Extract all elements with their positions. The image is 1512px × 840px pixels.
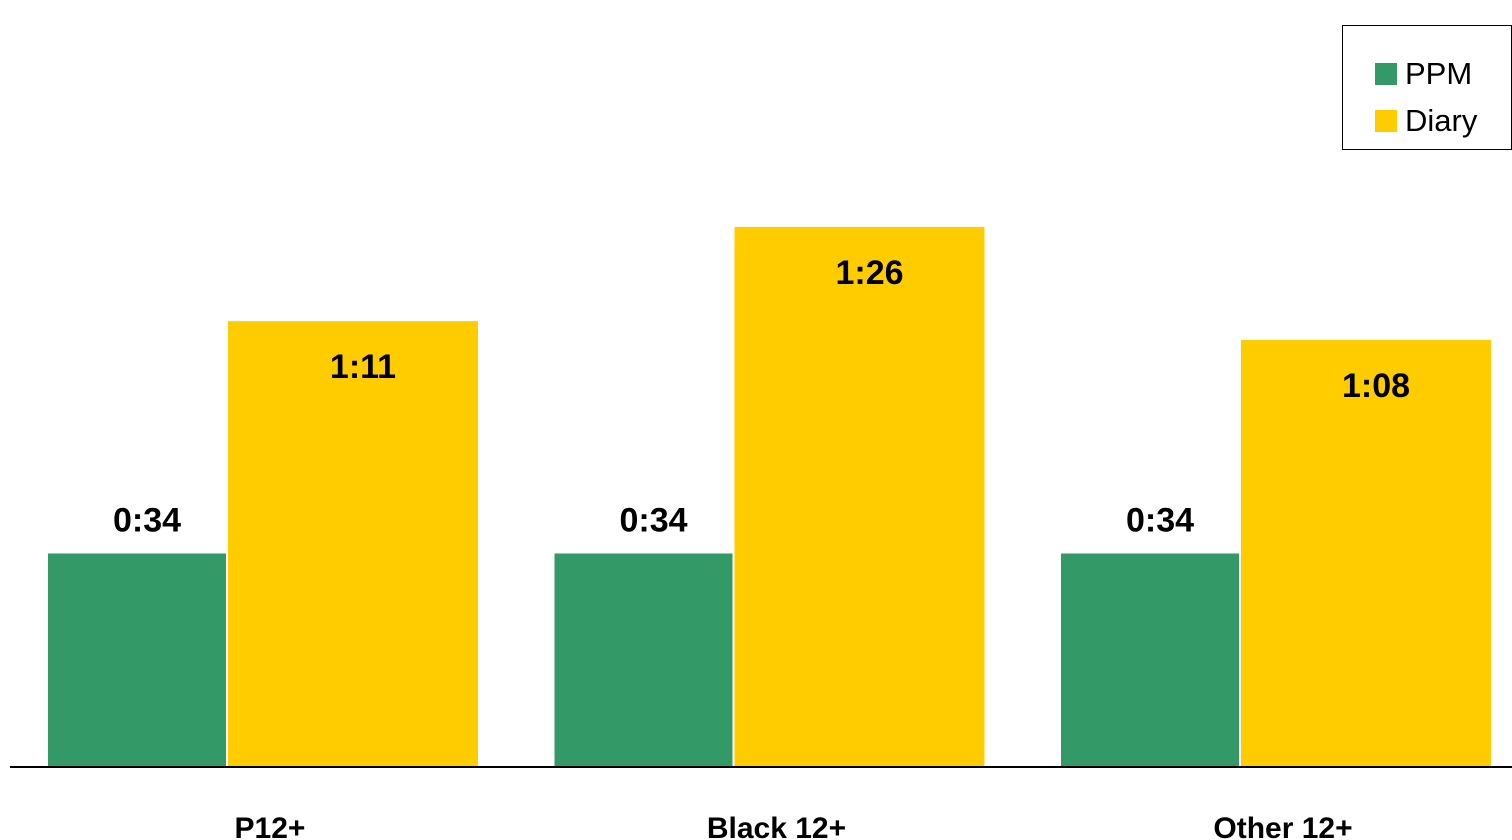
bar-diary-black-12 [734, 226, 985, 768]
legend-label-diary: Diary [1405, 103, 1478, 138]
bar-labels-group: 0:34 1:11 0:34 1:26 0:34 1:08 [113, 254, 1410, 540]
legend-label-ppm: PPM [1405, 56, 1473, 91]
category-labels-group: P12+ Black 12+ Other 12+ [235, 812, 1353, 840]
data-label-diary-other-12: 1:08 [1342, 367, 1410, 405]
bar-ppm-p12 [48, 553, 226, 767]
category-label-p12: P12+ [235, 812, 306, 840]
data-label-ppm-black-12: 0:34 [619, 501, 687, 539]
bar-ppm-other-12 [1061, 553, 1239, 767]
bars-group [48, 226, 1491, 768]
legend-item-ppm: PPM [1375, 56, 1472, 92]
legend-item-diary: Diary [1375, 103, 1477, 139]
bar-diary-other-12 [1241, 339, 1491, 767]
data-label-diary-p12: 1:11 [330, 348, 396, 386]
bar-ppm-black-12 [554, 553, 733, 767]
category-label-black-12: Black 12+ [707, 812, 846, 840]
data-label-ppm-other-12: 0:34 [1126, 501, 1194, 539]
bar-diary-p12 [228, 321, 478, 767]
category-label-other-12: Other 12+ [1213, 812, 1352, 840]
legend: PPM Diary [1342, 25, 1512, 150]
legend-swatch-diary [1375, 110, 1397, 132]
data-label-ppm-p12: 0:34 [113, 501, 181, 539]
data-label-diary-black-12: 1:26 [835, 254, 903, 292]
legend-swatch-ppm [1375, 63, 1397, 85]
